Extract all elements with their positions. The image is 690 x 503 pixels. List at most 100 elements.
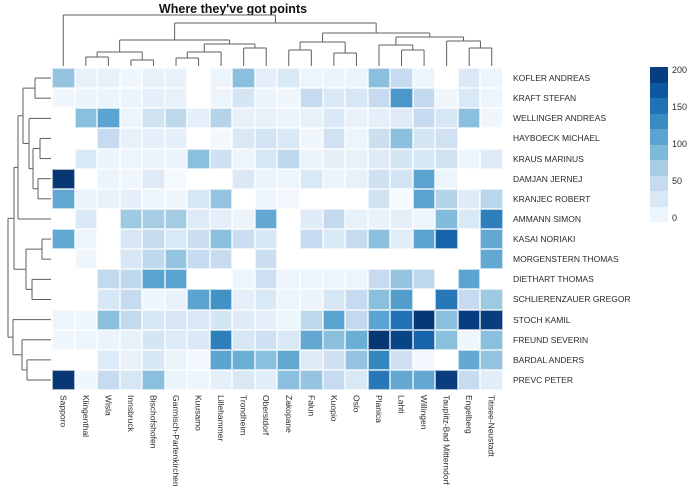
heatmap-cell [119,148,143,169]
col-label: Zakopane [283,395,294,433]
heatmap-cell [97,68,120,89]
heatmap-cell [97,369,120,390]
heatmap-cell [480,369,503,390]
heatmap-cell [209,188,233,209]
heatmap-cell [209,249,233,270]
heatmap-cell [74,249,98,270]
heatmap-cell [435,309,458,330]
heatmap-cell [74,188,98,209]
heatmap-cell [232,249,255,270]
heatmap-cell [142,309,165,330]
legend-color-segment [650,160,668,176]
heatmap-cell [97,208,120,229]
chart-title: Where they've got points [158,2,308,16]
col-label: Lahti [396,395,407,414]
heatmap-cell [232,128,255,149]
heatmap-cell [412,148,436,169]
heatmap-cell [435,168,458,189]
heatmap-cell [300,188,323,209]
heatmap-cell [232,369,255,390]
heatmap-cell [142,249,165,270]
heatmap-cell [254,88,278,109]
heatmap-cell [435,229,458,250]
heatmap-cell [97,128,120,149]
heatmap-cell [164,88,188,109]
heatmap-cell [187,168,210,189]
heatmap-cell [277,108,301,129]
col-label: Garmisch-Partenkirchen [171,395,182,487]
row-label: KRANJEC ROBERT [513,193,591,204]
heatmap-cell [390,349,413,370]
legend-tick-label: 100 [672,139,688,149]
legend-color-segment [650,82,668,98]
heatmap-cell [435,148,458,169]
heatmap-cell [119,88,143,109]
heatmap-cell [74,148,98,169]
heatmap-cell [457,349,481,370]
heatmap-cell [457,229,481,250]
legend-tick-label: 150 [672,102,688,112]
col-label: Klingenthal [80,395,91,438]
heatmap-cell [187,68,210,89]
heatmap-cell [345,349,368,370]
heatmap-cell [480,108,503,129]
heatmap-cell [345,168,368,189]
heatmap-cell [142,168,165,189]
heatmap-cell [412,128,436,149]
heatmap-cell [97,329,120,350]
heatmap-cell [232,309,255,330]
heatmap-cell [457,108,481,129]
heatmap-cell [480,128,503,149]
heatmap-cell [119,309,143,330]
heatmap-cell [254,329,278,350]
heatmap-cell [52,269,75,290]
row-label: DIETHART THOMAS [513,274,594,285]
heatmap-cell [390,269,413,290]
heatmap-cell [142,108,165,129]
heatmap-cell [119,128,143,149]
heatmap-cell [457,168,481,189]
heatmap-cell [254,108,278,129]
heatmap-cell [367,88,391,109]
heatmap-cell [457,249,481,270]
heatmap-cell [74,208,98,229]
heatmap-cell [209,289,233,310]
heatmap-cell [232,349,255,370]
heatmap-cell [345,329,368,350]
heatmap-cell [119,269,143,290]
heatmap-cell [367,329,391,350]
heatmap-cell [97,229,120,250]
heatmap-cell [412,188,436,209]
heatmap-cell [390,68,413,89]
heatmap-cell [232,68,255,89]
heatmap-cell [74,108,98,129]
heatmap-cell [480,188,503,209]
heatmap-cell [457,208,481,229]
heatmap-cell [164,309,188,330]
heatmap-cell [74,309,98,330]
heatmap-cell [390,88,413,109]
heatmap-grid [52,68,503,390]
heatmap-cell [209,329,233,350]
heatmap-cell [209,148,233,169]
heatmap-cell [232,168,255,189]
heatmap-cell [142,269,165,290]
heatmap-cell [367,188,391,209]
heatmap-cell [52,329,75,350]
heatmap-cell [74,289,98,310]
heatmap-cell [435,329,458,350]
heatmap-cell [52,249,75,270]
column-dendrogram [62,14,493,66]
heatmap-cell [367,148,391,169]
heatmap-cell [390,208,413,229]
heatmap-cell [412,249,436,270]
heatmap-cell [345,128,368,149]
heatmap-cell [209,269,233,290]
heatmap-cell [300,269,323,290]
legend-color-segment [650,129,668,145]
col-label: Sapporo [58,395,69,428]
heatmap-cell [322,249,346,270]
heatmap-cell [52,168,75,189]
heatmap-cell [435,269,458,290]
heatmap-cell [232,269,255,290]
